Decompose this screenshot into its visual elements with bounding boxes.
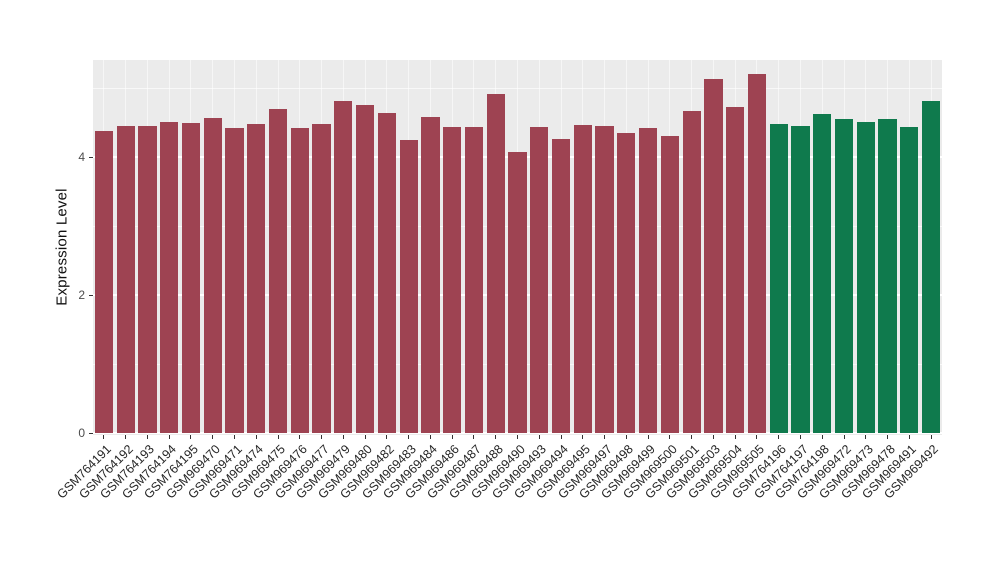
x-tick-mark [517, 435, 518, 439]
bar-GSM764191 [94, 130, 114, 433]
x-tick-mark [234, 435, 235, 439]
bar-GSM969470 [203, 117, 222, 433]
x-tick-mark [843, 435, 845, 439]
x-tick-mark [299, 435, 301, 439]
bar-GSM969480 [355, 105, 375, 433]
y-tick-label: 0 [78, 426, 85, 440]
bar-GSM764194 [160, 121, 179, 433]
bar-GSM969495 [573, 125, 592, 433]
bar-GSM969477 [312, 123, 331, 433]
y-tick-mark [89, 433, 93, 434]
y-tick-mark [89, 295, 93, 296]
x-tick-mark [212, 435, 214, 439]
x-tick-mark [342, 435, 344, 439]
x-tick-mark [647, 435, 649, 439]
x-tick-mark [691, 435, 693, 439]
x-tick-mark [190, 435, 192, 439]
bar-GSM764192 [116, 125, 135, 433]
bar-GSM969500 [660, 136, 680, 433]
x-tick-mark [277, 435, 279, 439]
bar-GSM969498 [617, 132, 636, 433]
bar-GSM969493 [530, 127, 549, 433]
x-tick-mark [168, 435, 170, 439]
x-tick-mark [908, 435, 910, 439]
bar-GSM969472 [834, 119, 854, 433]
x-tick-mark [778, 435, 780, 439]
x-tick-mark [429, 435, 431, 439]
bar-GSM969482 [377, 112, 397, 433]
bar-GSM969487 [464, 127, 484, 433]
x-tick-mark [930, 435, 932, 439]
bar-GSM969490 [508, 152, 527, 433]
x-tick-mark [321, 435, 323, 439]
bar-GSM969475 [268, 108, 288, 433]
bar-GSM969488 [486, 94, 505, 433]
bar-GSM969501 [682, 110, 701, 433]
bar-GSM969504 [726, 107, 745, 433]
x-tick-mark [712, 435, 714, 439]
bar-GSM969483 [399, 139, 418, 433]
x-tick-mark [560, 435, 562, 439]
bar-GSM969471 [225, 128, 244, 433]
bar-GSM969499 [638, 128, 658, 433]
bar-GSM969492 [921, 101, 941, 433]
x-tick-mark [800, 435, 801, 439]
x-tick-mark [756, 435, 758, 439]
x-tick-mark [887, 435, 889, 439]
x-tick-mark [604, 435, 606, 439]
bar-GSM969494 [551, 139, 571, 433]
bar-GSM969473 [856, 121, 875, 433]
x-tick-mark [821, 435, 823, 439]
y-tick-mark [89, 157, 93, 158]
bar-GSM969503 [704, 79, 723, 433]
x-tick-mark [451, 435, 453, 439]
bar-GSM969478 [878, 119, 897, 433]
x-tick-mark [408, 435, 410, 439]
x-tick-mark [103, 435, 105, 439]
x-tick-mark [582, 435, 584, 439]
x-tick-mark [364, 435, 366, 439]
x-tick-mark [473, 435, 475, 439]
x-tick-mark [125, 435, 127, 439]
x-tick-mark [538, 435, 540, 439]
bar-GSM969491 [900, 127, 919, 433]
plot-panel [93, 60, 942, 435]
x-tick-mark [495, 435, 497, 439]
y-tick-label: 2 [78, 288, 85, 302]
bar-GSM764193 [138, 125, 157, 433]
x-tick-mark [734, 435, 736, 439]
bar-GSM969474 [247, 123, 266, 433]
bar-GSM764195 [181, 123, 201, 433]
bar-GSM764196 [769, 123, 788, 433]
bar-GSM969497 [595, 125, 614, 433]
bar-GSM764197 [791, 125, 810, 433]
x-tick-mark [146, 435, 148, 439]
x-tick-mark [386, 435, 388, 439]
x-tick-mark [669, 435, 671, 439]
bar-GSM969476 [290, 128, 309, 433]
x-tick-mark [255, 435, 257, 439]
x-tick-mark [625, 435, 627, 439]
x-tick-mark [865, 435, 867, 439]
bar-GSM764198 [813, 114, 832, 433]
bar-GSM969505 [747, 74, 767, 433]
bar-GSM969486 [443, 127, 462, 433]
y-tick-label: 4 [78, 150, 85, 164]
bar-GSM969479 [334, 101, 353, 433]
bar-GSM969484 [421, 116, 440, 433]
